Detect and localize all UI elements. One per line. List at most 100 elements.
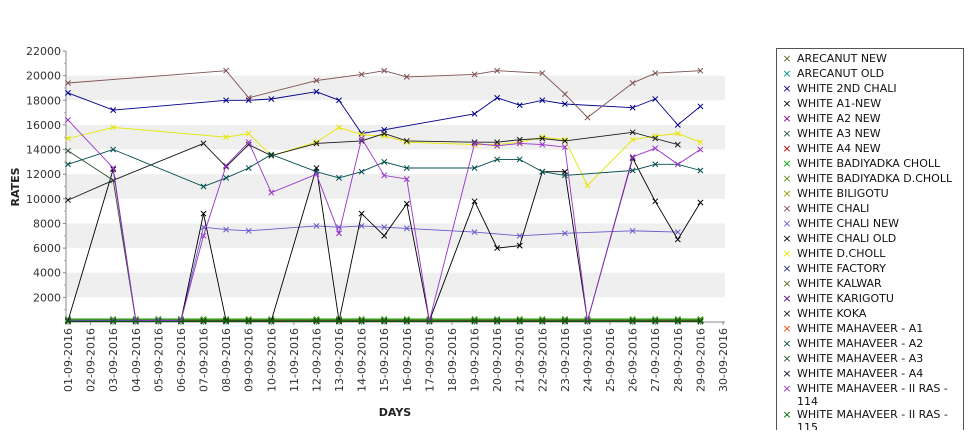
- x-tick-label: 15-09-2016: [378, 328, 391, 392]
- data-point: [652, 198, 659, 205]
- data-point: [65, 147, 71, 154]
- data-point: [313, 222, 320, 229]
- data-point: [245, 97, 252, 104]
- data-point: [697, 67, 704, 74]
- series-line: [67, 126, 701, 187]
- data-point: [584, 114, 591, 121]
- data-point: [381, 224, 388, 231]
- data-point: [674, 318, 681, 325]
- y-axis-label: RATES: [9, 167, 22, 206]
- data-point: [539, 317, 546, 324]
- data-point: [223, 318, 230, 325]
- legend-label: WHITE CHALI: [797, 202, 870, 215]
- y-tick-label: 18000: [26, 94, 61, 107]
- series-line: [67, 91, 701, 134]
- data-point: [629, 227, 636, 234]
- data-point: [652, 145, 659, 152]
- data-point: [223, 226, 230, 233]
- x-tick-label: 10-09-2016: [265, 328, 278, 392]
- x-axis-label: DAYS: [379, 406, 412, 419]
- x-tick-label: 17-09-2016: [423, 328, 436, 392]
- legend-marker-icon: ×: [782, 127, 792, 140]
- data-point: [471, 198, 478, 205]
- data-point: [381, 158, 388, 165]
- x-tick-label: 21-09-2016: [514, 328, 527, 392]
- data-point: [313, 171, 320, 178]
- data-point: [516, 317, 523, 324]
- data-point: [561, 172, 568, 179]
- legend-marker-icon: ×: [782, 97, 792, 110]
- data-point: [245, 165, 252, 171]
- data-point: [110, 146, 117, 153]
- data-point: [539, 70, 546, 77]
- data-point: [403, 318, 410, 325]
- data-point: [494, 318, 501, 325]
- data-point: [629, 318, 636, 325]
- data-point: [403, 225, 410, 232]
- data-point: [200, 183, 207, 190]
- data-point: [381, 318, 388, 325]
- data-point: [65, 80, 71, 86]
- data-point: [245, 227, 252, 234]
- data-point: [652, 317, 659, 324]
- data-point: [494, 142, 501, 149]
- data-point: [245, 139, 252, 146]
- data-point: [65, 117, 71, 123]
- data-point: [110, 124, 117, 131]
- data-point: [313, 168, 320, 175]
- data-point: [358, 135, 365, 142]
- legend-label: WHITE BADIYADKA CHOLL: [797, 157, 941, 170]
- x-tick-label: 28-09-2016: [672, 328, 685, 392]
- data-point: [674, 317, 681, 324]
- data-point: [561, 101, 568, 107]
- x-tick-label: 08-09-2016: [220, 328, 233, 392]
- legend-item: × WHITE 2ND CHALI: [777, 82, 963, 97]
- x-tick-label: 18-09-2016: [446, 328, 459, 392]
- legend-label: WHITE MAHAVEER - A4: [797, 367, 924, 380]
- data-point: [313, 88, 320, 95]
- legend-item: × WHITE MAHAVEER - A1: [777, 322, 963, 337]
- legend-marker-icon: ×: [782, 352, 792, 365]
- data-point: [539, 135, 546, 142]
- data-point: [381, 172, 388, 179]
- x-tick-label: 29-09-2016: [694, 328, 707, 392]
- data-point: [629, 104, 636, 111]
- legend-label: WHITE CHALI OLD: [797, 232, 897, 245]
- data-point: [358, 168, 365, 175]
- data-point: [155, 318, 162, 325]
- data-point: [516, 232, 523, 239]
- legend-marker-icon: ×: [782, 172, 792, 185]
- data-point: [245, 94, 252, 101]
- data-point: [584, 318, 591, 325]
- data-point: [471, 165, 478, 171]
- data-point: [494, 141, 501, 148]
- data-point: [65, 135, 71, 142]
- data-point: [516, 140, 523, 147]
- y-tick-label: 8000: [33, 217, 61, 230]
- legend-marker-icon: ×: [782, 367, 792, 380]
- data-point: [426, 318, 433, 325]
- data-point: [471, 317, 478, 324]
- data-point: [674, 161, 681, 168]
- legend-label: WHITE MAHAVEER - A2: [797, 337, 924, 350]
- data-point: [561, 137, 568, 144]
- data-point: [629, 317, 636, 324]
- legend-marker-icon: ×: [782, 67, 792, 80]
- data-point: [381, 67, 388, 74]
- legend-marker-icon: ×: [782, 382, 792, 395]
- legend-label: ARECANUT NEW: [797, 52, 887, 65]
- data-point: [358, 318, 365, 325]
- data-point: [629, 129, 636, 136]
- y-tick-label: 2000: [33, 291, 61, 304]
- series-23: [65, 318, 704, 325]
- x-tick-label: 01-09-2016: [62, 328, 75, 392]
- legend-item: × WHITE BADIYADKA D.CHOLL: [777, 172, 963, 187]
- series-2: [65, 88, 704, 137]
- data-point: [268, 318, 275, 325]
- data-point: [268, 152, 275, 159]
- data-point: [403, 200, 410, 207]
- data-point: [516, 156, 523, 163]
- data-point: [674, 130, 681, 137]
- data-point: [584, 317, 591, 324]
- series-line: [68, 225, 678, 321]
